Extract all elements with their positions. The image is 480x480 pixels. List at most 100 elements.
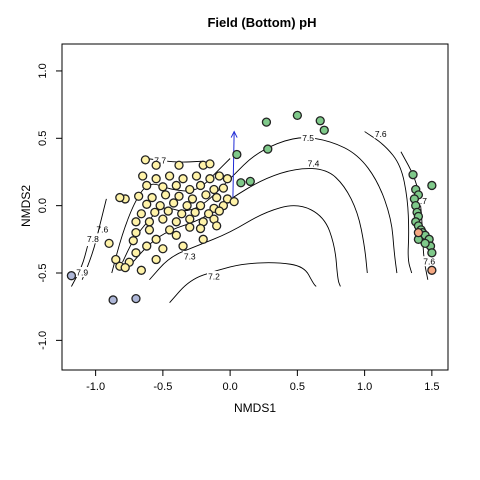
data-point-yellow [214, 171, 225, 181]
data-point-yellow [164, 225, 175, 235]
data-point-orange [427, 265, 437, 275]
arrow-shaft [232, 131, 235, 203]
contour-lines: 7.2 7.3 7.4 7.5 7.6 7.6 7.7 7.7 7.8 7.9 7.6 [71, 128, 437, 303]
contour-label: 7.5 [302, 133, 314, 143]
data-point-green [408, 170, 418, 180]
contour-label: 7.6 [375, 129, 387, 139]
data-point-yellow [134, 191, 144, 201]
contour-label-bg [182, 250, 197, 261]
contour-label: 7.2 [208, 272, 220, 282]
contour-label: 7.6 [96, 224, 108, 234]
data-point-green [232, 149, 242, 160]
data-point-yellow [136, 209, 147, 219]
data-point-yellow [171, 180, 181, 191]
data-point-yellow [222, 174, 233, 184]
contour-line [169, 262, 317, 303]
data-point-yellow [131, 217, 141, 227]
data-point-yellow [104, 238, 114, 249]
data-point-yellow [140, 155, 151, 165]
contour-label-bg [95, 223, 110, 234]
contour-label-bg [422, 256, 437, 267]
contour-line [128, 168, 368, 274]
data-point-yellow [171, 217, 181, 227]
data-point-yellow [160, 190, 171, 200]
vector-arrow [230, 130, 238, 203]
data-point-yellow [218, 183, 229, 193]
data-point-yellow [177, 209, 187, 219]
contour-label: 7.8 [87, 234, 99, 244]
data-point-yellow [205, 159, 215, 169]
data-point-yellow [155, 201, 165, 211]
data-point-blue [131, 293, 141, 304]
contour-label-bg [85, 233, 100, 244]
data-point-yellow [191, 171, 202, 181]
data-point-yellow [151, 234, 161, 244]
data-points [66, 110, 437, 305]
contour-label-bg [75, 267, 90, 278]
data-point-yellow [178, 174, 188, 184]
data-point-yellow [164, 171, 175, 181]
contour-label: 7.9 [76, 268, 88, 278]
data-point-blue [66, 271, 77, 281]
y-tick-label: 0.0 [37, 198, 49, 213]
data-point-yellow [203, 209, 214, 219]
contour-label: 7.7 [415, 196, 427, 206]
data-point-yellow [151, 174, 161, 184]
chart-title: Field (Bottom) pH [207, 15, 316, 30]
y-tick-label: 1.0 [37, 63, 49, 78]
data-point-yellow [136, 265, 147, 275]
y-tick-label: -1.0 [37, 331, 49, 350]
data-point-yellow [142, 199, 152, 209]
data-point-orange [413, 227, 424, 238]
y-tick-label: -0.5 [37, 264, 49, 283]
data-point-yellow [195, 180, 206, 191]
arrow-head [230, 130, 238, 138]
contour-line [364, 131, 413, 274]
data-point-yellow [120, 262, 130, 273]
data-point-yellow [185, 184, 195, 195]
contour-label-bg [373, 128, 388, 139]
y-axis: -1.0 -0.5 0.0 0.5 1.0 [37, 63, 63, 350]
data-point-yellow [151, 254, 161, 265]
contour-label-bg [153, 155, 168, 166]
contour-label: 7.3 [184, 251, 196, 261]
x-tick-label: 0.5 [290, 381, 305, 393]
data-point-yellow [195, 201, 206, 211]
data-point-green [263, 144, 273, 154]
data-point-yellow [158, 182, 168, 192]
contour-label-bg [306, 157, 321, 168]
data-point-yellow [142, 180, 152, 191]
data-point-yellow [128, 236, 138, 246]
data-point-yellow [158, 214, 168, 224]
data-point-yellow [147, 192, 157, 203]
data-point-blue [108, 295, 118, 305]
x-tick-label: 1.5 [424, 381, 439, 393]
data-point-yellow [185, 222, 195, 232]
data-point-yellow [131, 248, 141, 258]
contour-label: 7.4 [308, 158, 320, 168]
data-point-yellow [138, 171, 148, 181]
data-point-yellow [214, 206, 225, 216]
data-point-yellow [174, 160, 184, 170]
data-point-yellow [185, 214, 195, 224]
contour-label: 7.6 [423, 257, 435, 267]
contour-label: 7.7 [154, 156, 166, 166]
x-tick-label: 0.0 [222, 381, 237, 393]
data-point-green [236, 178, 246, 188]
data-point-yellow [111, 254, 121, 265]
contour-label-bg [414, 195, 429, 206]
data-point-yellow [212, 221, 222, 231]
data-point-yellow [151, 160, 161, 170]
contour-label-bg [206, 271, 221, 282]
data-point-yellow [171, 230, 181, 240]
data-point-yellow [209, 184, 219, 195]
x-axis-label: NMDS1 [234, 401, 276, 415]
data-point-yellow [131, 227, 141, 238]
data-point-yellow [212, 192, 222, 203]
data-point-yellow [187, 194, 198, 204]
data-point-green [427, 248, 437, 258]
data-point-yellow [190, 207, 200, 218]
data-point-yellow [195, 223, 206, 234]
data-point-yellow [174, 191, 184, 201]
x-tick-label: -0.5 [153, 381, 172, 393]
